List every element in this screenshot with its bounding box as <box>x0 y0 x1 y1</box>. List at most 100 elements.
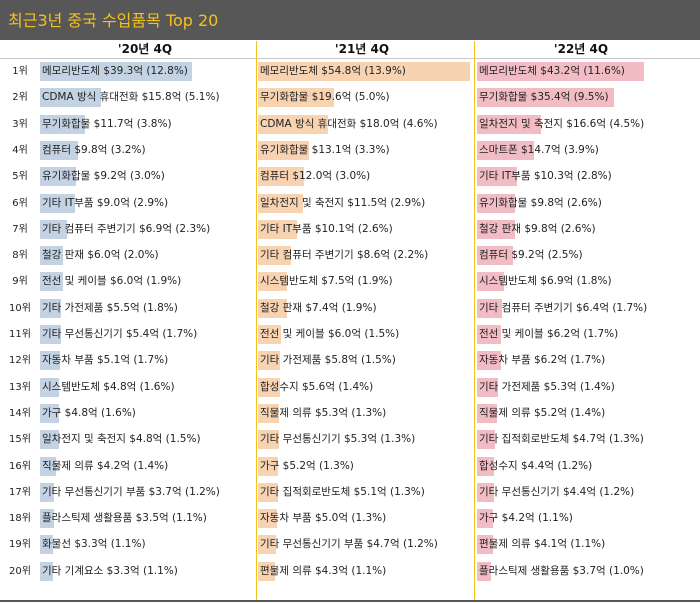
bar-label: 메모리반도체 $39.3억 (12.8%) <box>42 65 188 77</box>
rank-label: 8위 <box>12 250 28 262</box>
bar <box>258 430 279 450</box>
bar <box>40 561 53 581</box>
bar-label: 컴퓨터 $9.2억 (2.5%) <box>479 249 583 262</box>
bar-label: 편물제 의류 $4.3억 (1.1%) <box>260 564 387 577</box>
bar-label: 철강 판재 $9.8억 (2.6%) <box>479 222 596 235</box>
chart-title: 최근3년 중국 수입품목 Top 20 <box>8 11 219 30</box>
bar-label: 화물선 $3.3억 (1.1%) <box>42 538 146 551</box>
column-header-2021: '21년 4Q <box>334 42 390 56</box>
bar-label: 기타 컴퓨터 주변기기 $6.4억 (1.7%) <box>479 301 648 314</box>
rank-label: 9위 <box>12 276 28 288</box>
bar-label: 기타 IT부품 $10.3억 (2.8%) <box>479 170 612 183</box>
bar <box>258 167 305 187</box>
bar <box>477 351 501 371</box>
title-bar: 최근3년 중국 수입품목 Top 20 <box>0 0 700 40</box>
rank-label: 20위 <box>9 565 31 577</box>
bar <box>477 456 495 476</box>
panel-divider-2 <box>474 41 475 600</box>
bar-label: 철강 판재 $6.0억 (2.0%) <box>42 249 159 262</box>
bar <box>258 219 298 239</box>
rank-label: 7위 <box>12 223 28 235</box>
bar <box>258 62 471 81</box>
bar <box>477 272 504 292</box>
bar <box>40 140 78 160</box>
rank-label: 12위 <box>9 355 31 367</box>
bar <box>40 403 59 423</box>
bar-label: 합성수지 $5.6억 (1.4%) <box>260 380 374 393</box>
bar <box>40 377 59 397</box>
bar-label: 유기화합물 $9.8억 (2.6%) <box>479 196 602 209</box>
bar-label: 무기화합물 $19.6억 (5.0%) <box>260 91 390 104</box>
bar-label: 직물제 의류 $5.2억 (1.4%) <box>479 406 606 419</box>
bar <box>40 219 67 239</box>
panel-divider-1 <box>256 41 257 600</box>
bar-label: 기타 집적회로반도체 $5.1억 (1.3%) <box>260 485 425 498</box>
bar-label: 일차전지 및 축전지 $16.6억 (4.5%) <box>479 117 645 130</box>
bar <box>258 403 279 423</box>
bar-label: 플라스틱제 생활용품 $3.5억 (1.1%) <box>42 512 207 525</box>
rank-label: 13위 <box>9 381 31 393</box>
bar-label: 시스템반도체 $6.9억 (1.8%) <box>479 275 612 288</box>
bar-label: CDMA 방식 휴대전화 $18.0억 (4.6%) <box>260 117 438 130</box>
bar-label: 전선 및 케이블 $6.0억 (1.5%) <box>260 328 400 340</box>
bar-label: 일차전지 및 축전지 $11.5억 (2.9%) <box>260 196 426 209</box>
bar-label: 전선 및 케이블 $6.0억 (1.9%) <box>42 275 182 288</box>
rank-label: 10위 <box>9 302 31 314</box>
bar <box>258 561 275 581</box>
bar <box>477 62 645 81</box>
bar-label: 자동차 부품 $6.2억 (1.7%) <box>479 354 606 367</box>
bar-label: CDMA 방식 휴대전화 $15.8억 (5.1%) <box>42 91 220 104</box>
bar <box>40 456 57 476</box>
bar <box>40 62 193 81</box>
bar <box>477 535 493 555</box>
bar-label: 기타 집적회로반도체 $4.7억 (1.3%) <box>479 433 644 446</box>
bar-label: 메모리반도체 $54.8억 (13.9%) <box>260 65 406 77</box>
bar <box>258 535 277 555</box>
column-header-2022: '22년 4Q <box>553 42 609 56</box>
bar-label: 기타 가전제품 $5.5억 (1.8%) <box>42 301 178 314</box>
bar <box>477 114 542 134</box>
bar-label: 합성수지 $4.4억 (1.2%) <box>479 459 593 472</box>
bar-label: 기타 컴퓨터 주변기기 $8.6억 (2.2%) <box>260 249 429 262</box>
bar <box>477 482 495 502</box>
bar-label: 가구 $4.2억 (1.1%) <box>479 512 573 525</box>
bar-label: 기타 무선통신기기 $4.4억 (1.2%) <box>479 485 635 498</box>
rank-label: 5위 <box>12 171 28 183</box>
bar <box>40 272 64 292</box>
bar <box>477 509 494 529</box>
bar-label: 기타 무선통신기기 $5.3억 (1.3%) <box>260 433 416 446</box>
bar-label: 자동차 부품 $5.0억 (1.3%) <box>260 512 387 525</box>
rank-label: 17위 <box>9 486 31 498</box>
bar <box>258 114 328 134</box>
bar <box>258 456 279 476</box>
bar-label: 컴퓨터 $12.0억 (3.0%) <box>260 170 371 183</box>
bar <box>258 351 281 371</box>
header-divider <box>0 58 700 59</box>
bar <box>477 298 502 318</box>
bar <box>477 88 614 108</box>
bar-label: 플라스틱제 생활용품 $3.7억 (1.0%) <box>479 564 644 577</box>
bar <box>477 246 513 266</box>
bar <box>40 246 64 266</box>
rank-label: 16위 <box>9 460 31 472</box>
bar-label: 기타 컴퓨터 주변기기 $6.9억 (2.3%) <box>42 222 211 235</box>
rank-label: 1위 <box>12 66 28 77</box>
bar-label: 기타 가전제품 $5.8억 (1.5%) <box>260 354 396 367</box>
bar <box>40 88 102 108</box>
bar-label: 메모리반도체 $43.2억 (11.6%) <box>479 65 625 77</box>
bar <box>40 298 62 318</box>
bar-label: 철강 판재 $7.4억 (1.9%) <box>260 301 377 314</box>
bar-label: 가구 $4.8억 (1.6%) <box>42 406 136 419</box>
bar <box>258 246 292 266</box>
bar <box>477 325 501 344</box>
bar <box>40 351 60 371</box>
bar-label: 기타 IT부품 $9.0억 (2.9%) <box>42 196 169 209</box>
bar <box>258 298 287 318</box>
bar-label: 유기화합물 $9.2억 (3.0%) <box>42 170 165 183</box>
bar <box>40 167 76 187</box>
bar <box>477 193 515 213</box>
bar-label: 전선 및 케이블 $6.2억 (1.7%) <box>479 328 619 340</box>
rank-label: 6위 <box>12 197 28 209</box>
rank-label: 4위 <box>12 144 28 156</box>
bar-label: 가구 $5.2억 (1.3%) <box>260 459 354 472</box>
